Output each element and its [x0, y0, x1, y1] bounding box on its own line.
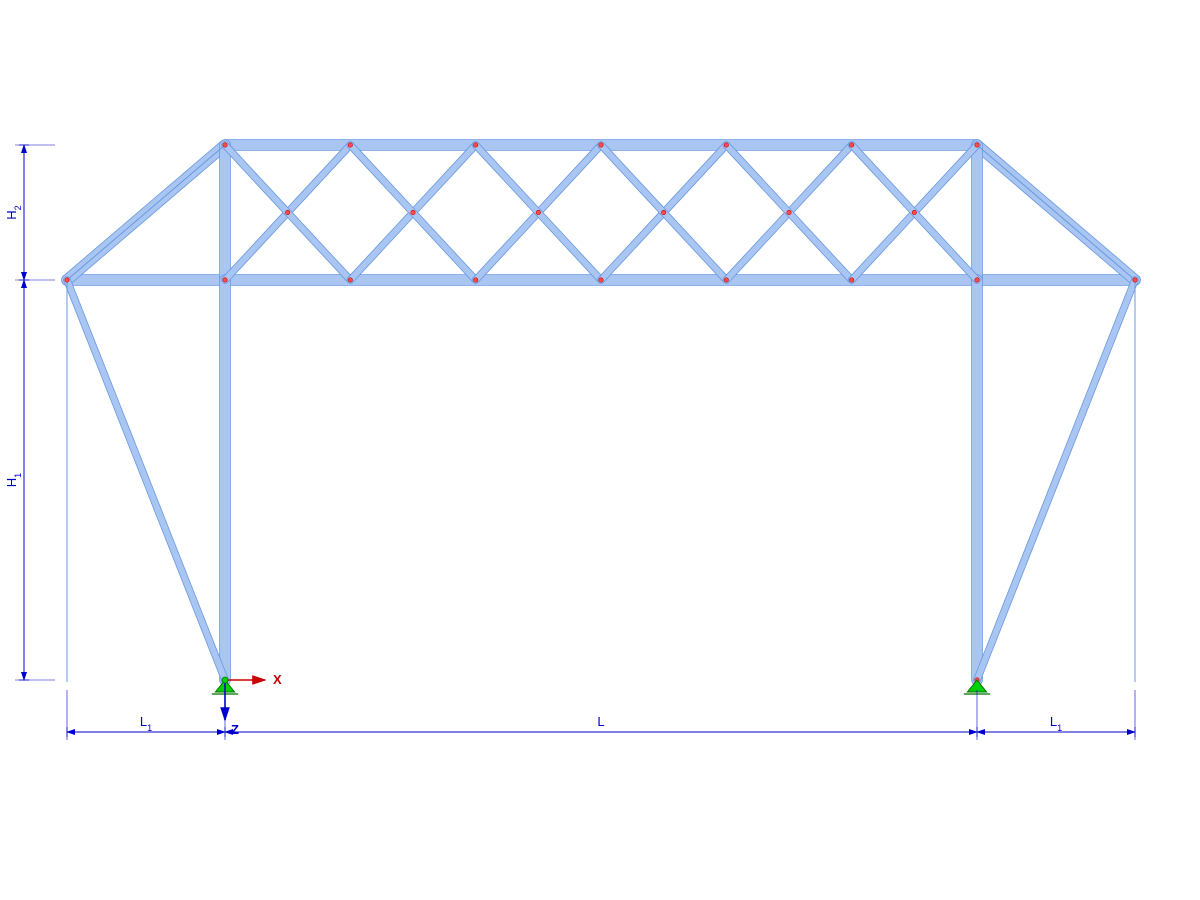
node	[599, 278, 603, 282]
node	[348, 143, 352, 147]
node	[724, 278, 728, 282]
node	[536, 210, 540, 214]
node	[975, 143, 979, 147]
node	[473, 278, 477, 282]
truss-diagram: XZL1LL1H1H2	[0, 0, 1200, 900]
node	[411, 210, 415, 214]
node	[849, 143, 853, 147]
dimension-label: L	[597, 714, 604, 729]
node	[348, 278, 352, 282]
node	[1133, 278, 1137, 282]
node	[975, 278, 979, 282]
node	[787, 210, 791, 214]
node	[65, 278, 69, 282]
node	[849, 278, 853, 282]
node	[661, 210, 665, 214]
axis-z-label: Z	[231, 722, 239, 737]
node	[473, 143, 477, 147]
node	[223, 143, 227, 147]
axis-x-label: X	[273, 672, 282, 687]
node	[223, 278, 227, 282]
node	[285, 210, 289, 214]
node	[724, 143, 728, 147]
node	[599, 143, 603, 147]
node	[912, 210, 916, 214]
